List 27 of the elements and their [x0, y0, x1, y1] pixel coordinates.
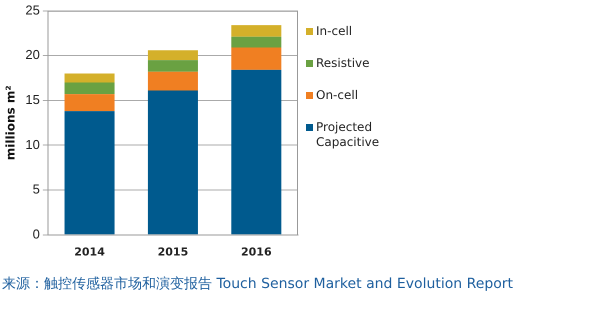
- bar: [148, 90, 198, 234]
- y-tick-label: 5: [32, 182, 40, 197]
- x-tick-label: 2015: [158, 245, 188, 258]
- y-tick-label: 10: [25, 136, 40, 152]
- bar: [231, 25, 282, 37]
- bar: [64, 74, 115, 82]
- x-tick-label: 2016: [240, 245, 272, 258]
- bar: [148, 50, 198, 60]
- legend-label: In-cell: [316, 24, 352, 39]
- bar: [64, 94, 115, 112]
- y-tick-label: 20: [25, 47, 40, 62]
- y-axis-title: millions m²: [3, 85, 18, 160]
- bar: [148, 72, 198, 91]
- legend-label: Projected Capacitive: [316, 120, 380, 150]
- source-note: 来源：触控传感器市场和演变报告 Touch Sensor Market and Evolution Report: [2, 275, 514, 294]
- y-tick-label: 25: [25, 2, 40, 18]
- y-tick-label: 0: [32, 226, 40, 242]
- bar: [64, 82, 115, 94]
- bar: [64, 111, 115, 234]
- legend-label: On-cell: [316, 88, 358, 103]
- bar: [231, 48, 282, 70]
- bar: [231, 36, 282, 48]
- x-tick-label: 2014: [74, 245, 106, 258]
- y-tick-label: 15: [25, 92, 40, 107]
- bar: [148, 60, 198, 72]
- legend-label: Resistive: [316, 56, 370, 71]
- bar: [231, 70, 282, 234]
